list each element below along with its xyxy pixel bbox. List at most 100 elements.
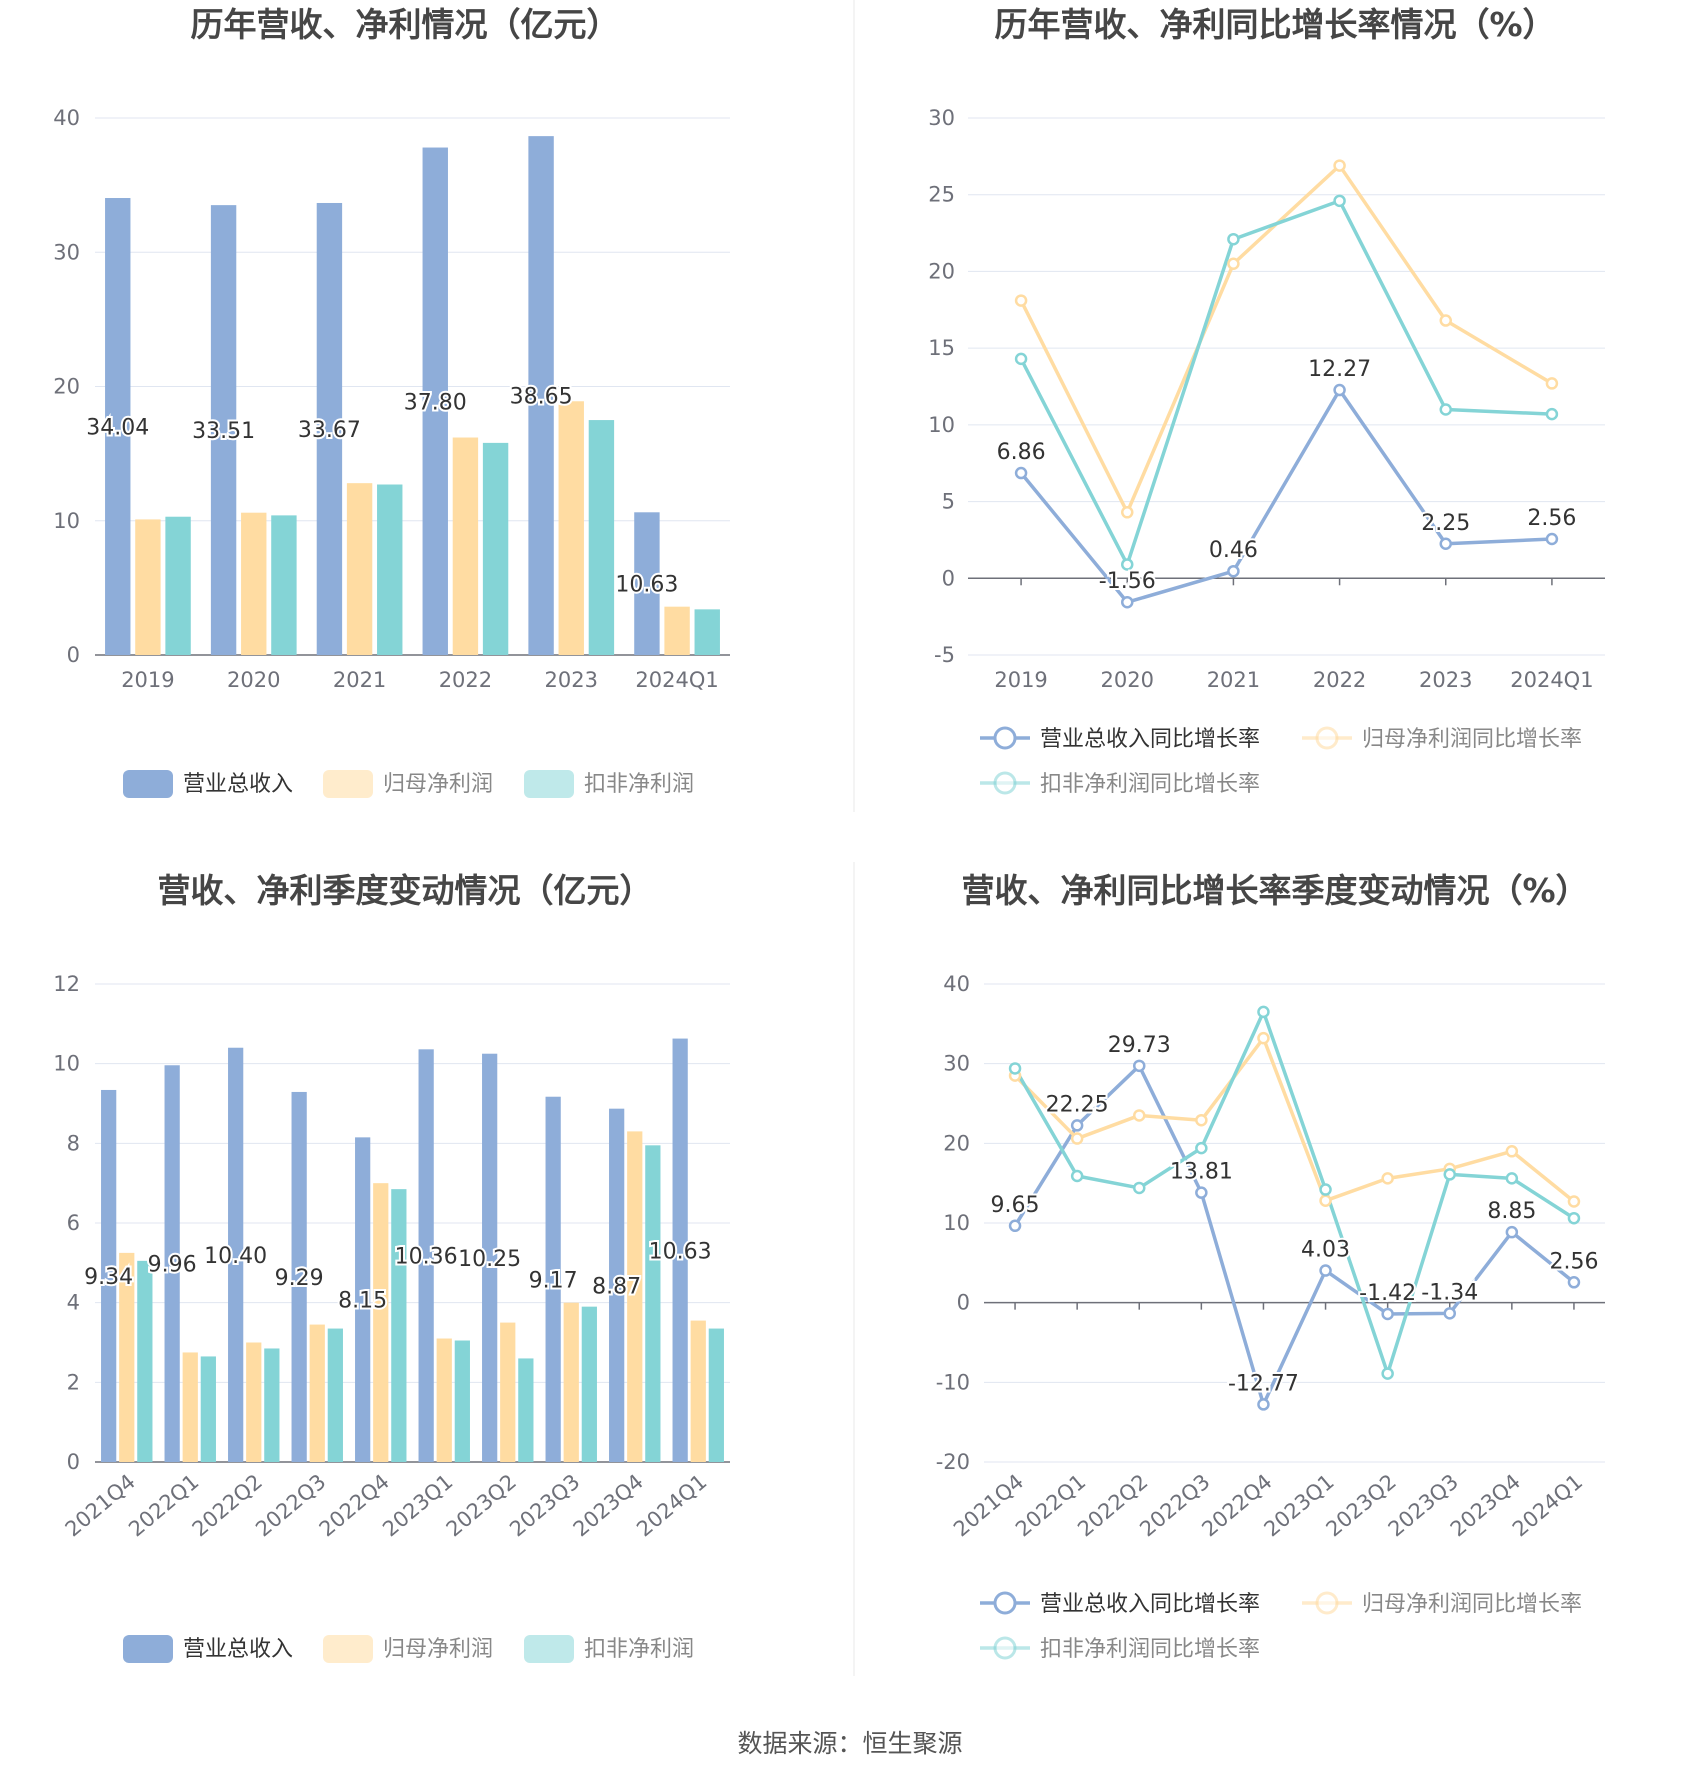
series-point: [1121, 595, 1134, 609]
legend-label: 扣非净利润同比增长率: [1040, 772, 1260, 797]
legend-swatch: [123, 1635, 173, 1663]
series-point: [1567, 1195, 1581, 1208]
legend-item: 扣非净利润同比增长率: [980, 1636, 1260, 1662]
series-point: [1227, 564, 1240, 578]
chart-title: 营收、净利季度变动情况（亿元）: [158, 871, 653, 910]
series-point: [1121, 558, 1134, 571]
series-point: [1439, 537, 1452, 551]
data-label: 2.25: [1421, 511, 1470, 536]
y-tick-label: 2: [67, 1370, 80, 1394]
series-point: [1333, 383, 1346, 397]
bar-revenue: [164, 1065, 180, 1462]
legend-label: 营业总收入同比增长率: [1040, 1592, 1260, 1617]
series-point: [1319, 1183, 1332, 1196]
data-label: 12.27: [1308, 357, 1371, 382]
bar-revenue: [228, 1047, 244, 1462]
y-tick-label: 10: [53, 1052, 80, 1076]
series-point: [1070, 1119, 1084, 1132]
series-point: [1227, 257, 1240, 271]
series-point: [1333, 159, 1346, 172]
series-point: [1195, 1186, 1208, 1199]
x-tick-label: 2021: [333, 668, 386, 692]
y-tick-label: 0: [67, 1450, 80, 1474]
legend-swatch: [524, 1635, 574, 1663]
x-tick-label: 2022: [1313, 668, 1366, 692]
y-tick-label: 4: [67, 1291, 80, 1315]
legend-item: 扣非净利润: [524, 770, 694, 798]
legend-label: 归母净利润同比增长率: [1362, 727, 1582, 752]
x-tick-label: 2022: [439, 668, 492, 692]
series-line-3: [1019, 199, 1552, 567]
series-line-2: [1019, 163, 1553, 515]
x-tick-label: 2024Q1: [635, 668, 718, 692]
bar-net-profit: [452, 437, 479, 655]
bar-net-profit: [627, 1131, 643, 1462]
y-tick-label: 8: [67, 1131, 80, 1155]
bar-deducted-profit: [137, 1260, 153, 1462]
series-point: [1133, 1109, 1146, 1122]
data-label: 8.15: [338, 1289, 387, 1314]
bar-deducted-profit: [327, 1328, 343, 1462]
series-point: [1257, 1398, 1270, 1411]
series-point: [1195, 1113, 1208, 1127]
legend-item: 营业总收入: [123, 1635, 293, 1663]
series-point: [1439, 403, 1452, 416]
x-tick-label: 2019: [994, 668, 1047, 692]
series-point: [1545, 532, 1559, 546]
legend-swatch: [123, 770, 173, 798]
series-line-3: [1013, 1010, 1575, 1376]
series-point: [1014, 294, 1028, 307]
legend-marker: [1315, 1591, 1339, 1615]
bar-net-profit: [241, 512, 267, 655]
bar-net-profit: [500, 1322, 516, 1462]
series-point: [1014, 352, 1028, 366]
x-tick-label: 2022Q2: [188, 1469, 267, 1541]
x-tick-label: 2023: [545, 668, 598, 692]
y-tick-label: -10: [936, 1370, 970, 1394]
data-label: 13.81: [1170, 1160, 1233, 1185]
y-tick-label: 0: [957, 1291, 970, 1315]
series-point: [1257, 1005, 1270, 1019]
series-point: [1195, 1141, 1208, 1155]
series-point: [1545, 407, 1559, 421]
chart-title: 营收、净利同比增长率季度变动情况（%）: [961, 871, 1588, 910]
bar-net-profit: [119, 1252, 135, 1462]
data-label: 9.65: [991, 1193, 1040, 1218]
series-point: [1505, 1172, 1519, 1185]
bar-deducted-profit: [200, 1356, 216, 1462]
legend-item: 归母净利润: [323, 770, 493, 798]
bar-net-profit: [690, 1320, 706, 1462]
y-tick-label: 30: [943, 1052, 970, 1076]
x-tick-label: 2023Q4: [569, 1469, 648, 1541]
bar-net-profit: [664, 606, 690, 655]
y-tick-label: -5: [934, 643, 955, 667]
series-point: [1319, 1264, 1332, 1277]
series-point: [1070, 1132, 1084, 1145]
bar-revenue: [291, 1091, 307, 1462]
bar-deducted-profit: [588, 420, 615, 655]
series-point: [1014, 466, 1028, 480]
x-tick-label: 2023Q1: [378, 1469, 457, 1541]
x-tick-label: 2023Q2: [442, 1469, 521, 1541]
series-point: [1008, 1219, 1022, 1233]
y-tick-label: 40: [943, 972, 970, 996]
data-label: 33.67: [298, 418, 361, 443]
series-point: [1070, 1169, 1084, 1183]
y-tick-label: 0: [942, 566, 955, 590]
bar-revenue: [105, 198, 131, 655]
x-tick-label: 2023Q3: [505, 1469, 584, 1541]
y-tick-label: 30: [53, 240, 80, 264]
data-label: 8.87: [592, 1274, 641, 1299]
legend-item: 归母净利润同比增长率: [1302, 726, 1582, 752]
bar-net-profit: [436, 1338, 452, 1462]
bar-deducted-profit: [694, 609, 720, 655]
data-label: 2.56: [1527, 506, 1576, 531]
y-tick-label: 0: [67, 643, 80, 667]
series-point: [1008, 1062, 1022, 1075]
data-label: 22.25: [1046, 1092, 1109, 1117]
y-tick-label: 15: [928, 336, 955, 360]
series-point: [1227, 232, 1240, 246]
legend-label: 营业总收入同比增长率: [1040, 727, 1260, 752]
bar-net-profit: [246, 1342, 262, 1462]
